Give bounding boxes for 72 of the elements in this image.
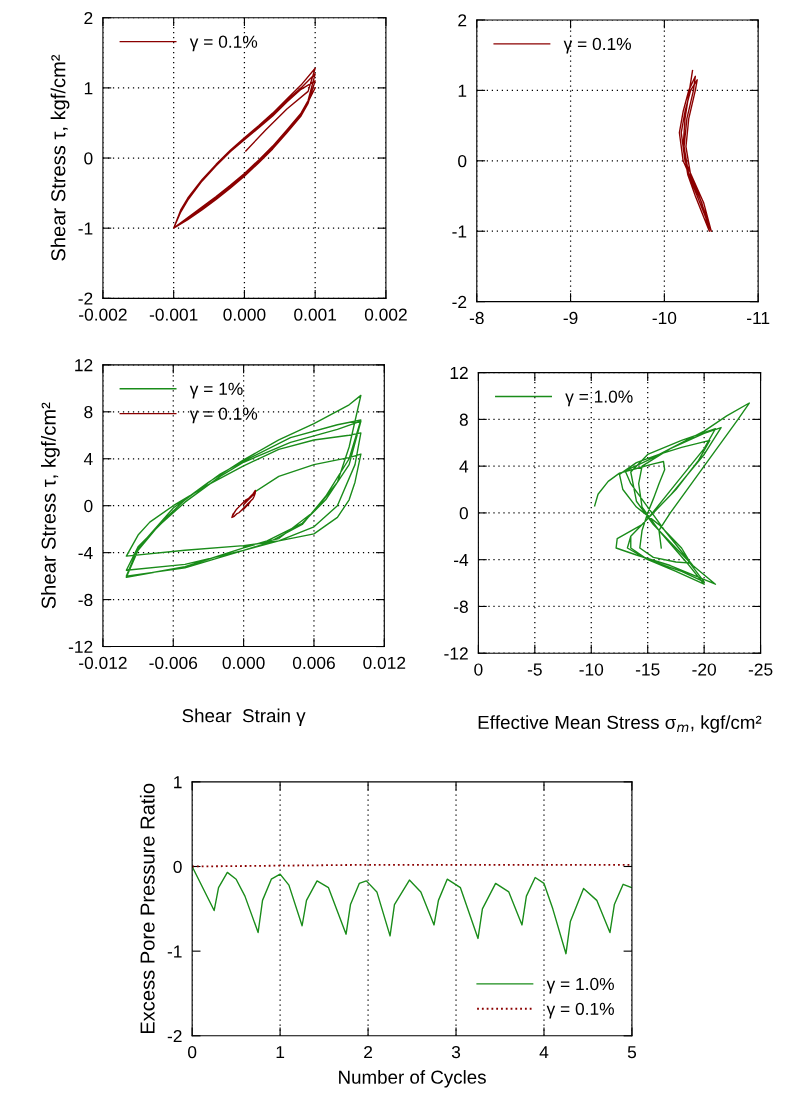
legend-label: γ = 0.1%: [546, 1002, 614, 1019]
y-tick-label: -2: [78, 292, 93, 305]
y-tick-label: 1: [174, 776, 182, 789]
y-axis-title: Shear Stress τ, kgf/cm²: [50, 54, 70, 261]
y-tick-label: 0: [458, 154, 467, 168]
x-tick-label: 0.000: [222, 656, 265, 670]
y-tick-label: 1: [84, 82, 93, 95]
y-tick-label: -4: [78, 547, 93, 559]
y-tick-label: -1: [167, 945, 182, 958]
legend-label: γ = 1.0%: [565, 390, 633, 407]
legend-label: γ = 0.1%: [563, 37, 631, 54]
x-tick-label: 3: [451, 1045, 461, 1059]
y-tick-label: 2: [84, 11, 93, 25]
x-tick-label: 4: [539, 1046, 549, 1059]
x-tick-label: 0.002: [364, 308, 407, 321]
x-tick-label: -8: [469, 311, 484, 325]
y-tick-label: 12: [450, 366, 468, 379]
y-tick-label: -12: [68, 640, 93, 653]
x-tick-label: -11: [747, 312, 770, 324]
x-tick-label: 0: [474, 663, 483, 676]
y-tick-label: 1: [458, 84, 467, 97]
y-tick-label: -1: [78, 222, 93, 235]
x-tick-label: -0.012: [79, 656, 127, 670]
x-tick-label: -20: [692, 663, 717, 676]
legend-label: γ = 0.1%: [189, 35, 258, 52]
x-axis-title: Effective Mean Stress σ$_{m}$, kgf/cm²: [478, 715, 762, 733]
y-tick-label: -8: [78, 593, 93, 607]
y-tick-label: -2: [167, 1029, 182, 1043]
line-series: [593, 402, 750, 585]
legend-label: γ = 1.0%: [546, 977, 614, 994]
x-tick-label: 1: [276, 1046, 285, 1059]
x-axis-title: Number of Cycles: [339, 1070, 486, 1088]
x-axis-title: Shear Strain γ: [182, 708, 306, 727]
legend-label: γ = 0.1%: [189, 407, 258, 424]
y-tick-label: 8: [459, 413, 468, 426]
line-series: [231, 489, 257, 519]
legend-label: γ = 1%: [189, 382, 243, 399]
y-tick-label: 0: [173, 860, 182, 873]
y-tick-label: 0: [84, 499, 93, 513]
line-series: [678, 69, 712, 232]
x-tick-label: -10: [579, 663, 604, 676]
y-tick-label: 4: [459, 460, 469, 473]
line-series: [192, 865, 632, 955]
x-tick-label: -5: [527, 663, 542, 676]
y-tick-label: -4: [453, 554, 469, 566]
y-tick-label: -1: [452, 225, 467, 238]
x-tick-label: -25: [748, 663, 773, 676]
x-tick-label: -0.002: [79, 308, 127, 321]
x-tick-label: -0.006: [149, 656, 198, 670]
y-tick-label: 4: [83, 453, 93, 466]
x-tick-label: 0.012: [363, 656, 406, 670]
x-tick-label: 2: [364, 1045, 373, 1059]
y-tick-label: 8: [84, 405, 93, 419]
y-tick-label: 12: [75, 359, 93, 372]
y-tick-label: -2: [452, 295, 467, 308]
x-tick-label: -10: [652, 311, 677, 325]
x-tick-label: 0.006: [292, 656, 335, 670]
x-tick-label: 0: [188, 1045, 197, 1059]
x-tick-label: 0.000: [223, 308, 266, 321]
x-tick-label: -0.001: [149, 308, 198, 321]
y-tick-label: 0: [459, 507, 468, 520]
line-series: [172, 67, 316, 229]
x-tick-label: -15: [635, 663, 660, 676]
y-tick-label: 0: [84, 152, 93, 165]
y-axis-title: Excess Pore Pressure Ratio: [139, 783, 155, 1034]
y-axis-title: Shear Stress τ, kgf/cm²: [40, 402, 60, 609]
y-tick-label: -8: [453, 600, 468, 613]
x-tick-label: 0.001: [294, 308, 337, 321]
y-tick-label: 2: [458, 14, 467, 27]
x-tick-label: -9: [563, 311, 578, 325]
x-tick-label: 5: [627, 1046, 637, 1059]
y-tick-label: -12: [444, 647, 468, 660]
